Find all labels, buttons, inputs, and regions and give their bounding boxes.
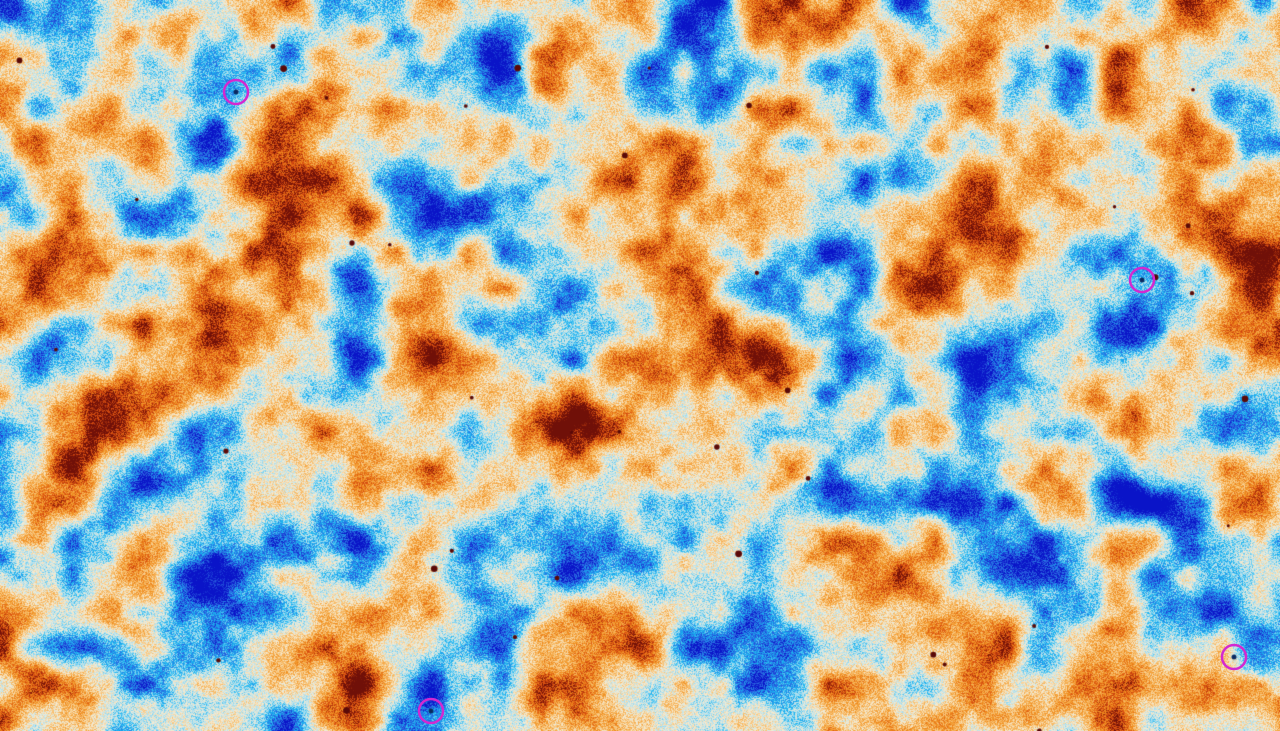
source-marker-circle[interactable]	[1128, 266, 1156, 294]
source-marker-circle[interactable]	[222, 78, 250, 106]
source-marker-circle[interactable]	[417, 697, 445, 725]
source-marker-circle[interactable]	[1220, 643, 1248, 671]
